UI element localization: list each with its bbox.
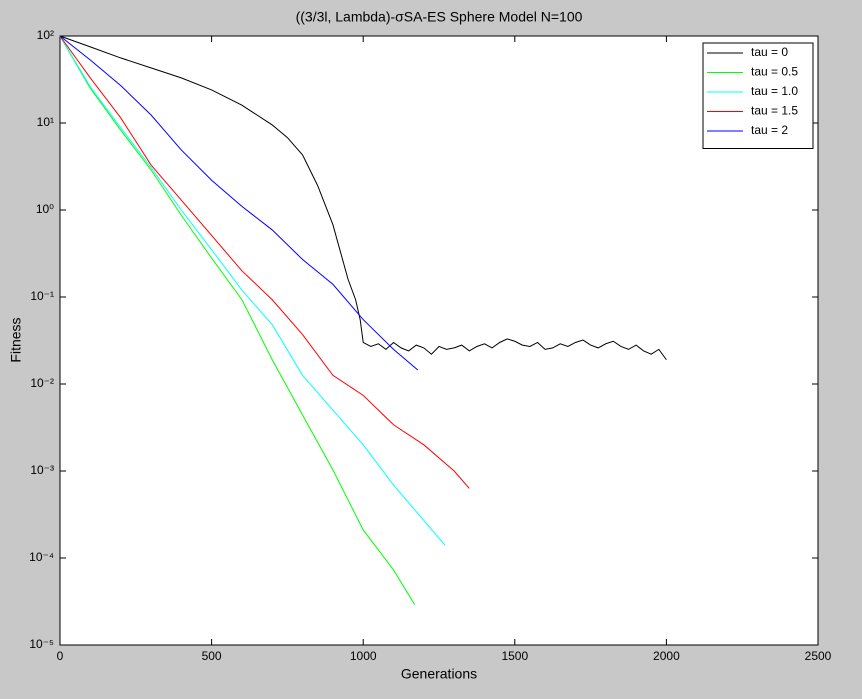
legend-label: tau = 2: [751, 123, 788, 137]
chart-title: ((3/3l, Lambda)-σSA-ES Sphere Model N=10…: [296, 9, 583, 25]
y-tick-label: 10⁻⁵: [29, 637, 54, 651]
series-line: [59, 35, 446, 546]
y-tick-label: 10¹: [37, 115, 54, 129]
x-tick-label: 2000: [653, 649, 680, 663]
series-line: [59, 35, 470, 489]
series-line: [59, 35, 416, 606]
x-axis-label: Generations: [401, 666, 477, 682]
x-tick-label: 0: [57, 649, 64, 663]
legend-label: tau = 0: [751, 45, 788, 59]
y-tick-label: 10⁻¹: [30, 289, 54, 303]
y-tick-label: 10⁻³: [30, 463, 54, 477]
legend-label: tau = 1.0: [751, 84, 798, 98]
series-line: [59, 35, 419, 371]
legend-label: tau = 0.5: [751, 65, 798, 79]
series-line: [59, 35, 667, 361]
y-tick-label: 10⁰: [36, 202, 54, 216]
x-tick-label: 1500: [501, 649, 528, 663]
legend-label: tau = 1.5: [751, 104, 798, 118]
x-tick-label: 500: [202, 649, 222, 663]
y-axis-label: Fitness: [8, 317, 24, 362]
x-tick-label: 1000: [350, 649, 377, 663]
x-tick-label: 2500: [805, 649, 832, 663]
y-tick-label: 10²: [37, 28, 54, 42]
y-tick-label: 10⁻⁴: [29, 550, 54, 564]
plot-area: [59, 35, 819, 646]
y-tick-label: 10⁻²: [30, 376, 54, 390]
